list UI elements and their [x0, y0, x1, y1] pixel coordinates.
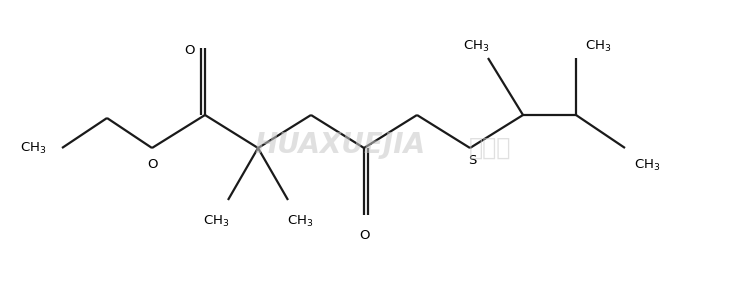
- Text: O: O: [184, 43, 195, 57]
- Text: HUAXUEJIA: HUAXUEJIA: [255, 131, 426, 159]
- Text: CH$_3$: CH$_3$: [585, 39, 612, 54]
- Text: CH$_3$: CH$_3$: [287, 214, 313, 229]
- Text: 化学加: 化学加: [469, 136, 511, 160]
- Text: CH$_3$: CH$_3$: [634, 158, 660, 173]
- Text: CH$_3$: CH$_3$: [463, 39, 489, 54]
- Text: O: O: [147, 158, 157, 171]
- Text: CH$_3$: CH$_3$: [20, 141, 46, 156]
- Text: CH$_3$: CH$_3$: [203, 214, 229, 229]
- Text: O: O: [359, 229, 369, 242]
- Text: S: S: [468, 154, 476, 167]
